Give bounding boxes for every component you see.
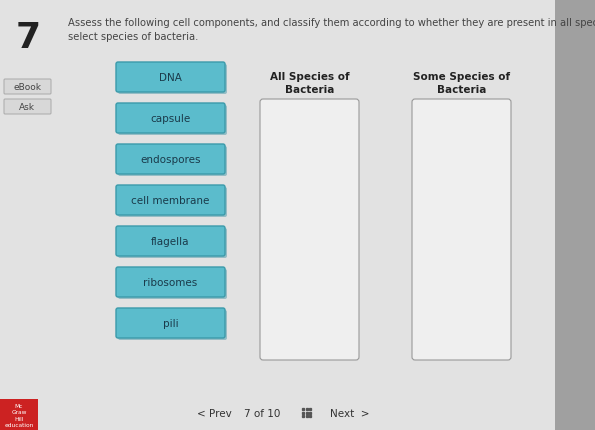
FancyBboxPatch shape <box>4 100 51 115</box>
Text: Mc
Graw
Hill
education: Mc Graw Hill education <box>4 403 34 427</box>
Bar <box>0 399 38 430</box>
Text: DNA: DNA <box>159 73 182 83</box>
FancyBboxPatch shape <box>118 147 227 177</box>
Text: Some Species of
Bacteria: Some Species of Bacteria <box>413 72 510 95</box>
Text: flagella: flagella <box>151 237 190 246</box>
FancyBboxPatch shape <box>412 100 511 360</box>
FancyBboxPatch shape <box>116 144 225 175</box>
FancyBboxPatch shape <box>116 186 225 215</box>
FancyBboxPatch shape <box>118 269 227 299</box>
Text: < Prev: < Prev <box>196 408 231 418</box>
Text: capsule: capsule <box>151 114 190 124</box>
FancyBboxPatch shape <box>118 228 227 258</box>
Text: Assess the following cell components, and classify them according to whether the: Assess the following cell components, an… <box>68 18 595 42</box>
FancyBboxPatch shape <box>260 100 359 360</box>
FancyBboxPatch shape <box>116 267 225 297</box>
FancyBboxPatch shape <box>116 104 225 134</box>
Text: Next  >: Next > <box>330 408 369 418</box>
FancyBboxPatch shape <box>116 308 225 338</box>
Text: ribosomes: ribosomes <box>143 277 198 287</box>
Text: cell membrane: cell membrane <box>131 196 209 206</box>
FancyBboxPatch shape <box>4 80 51 95</box>
FancyBboxPatch shape <box>118 65 227 95</box>
Text: pili: pili <box>162 318 178 328</box>
Text: eBook: eBook <box>13 83 41 92</box>
FancyBboxPatch shape <box>118 106 227 136</box>
Bar <box>555 0 595 430</box>
Text: All Species of
Bacteria: All Species of Bacteria <box>270 72 349 95</box>
Text: endospores: endospores <box>140 155 201 165</box>
Bar <box>0 0 60 60</box>
Text: 7 of 10: 7 of 10 <box>244 408 280 418</box>
FancyBboxPatch shape <box>118 187 227 218</box>
Text: Ask: Ask <box>19 103 35 112</box>
FancyBboxPatch shape <box>118 310 227 340</box>
Text: 7: 7 <box>15 21 40 55</box>
FancyBboxPatch shape <box>116 227 225 256</box>
FancyBboxPatch shape <box>116 63 225 93</box>
